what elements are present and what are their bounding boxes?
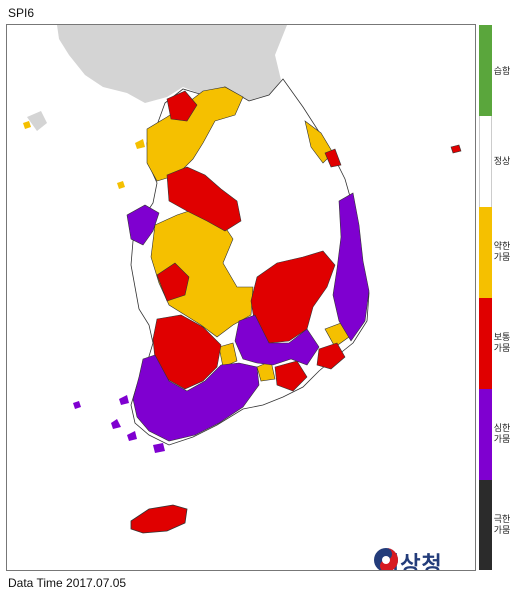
legend-bar bbox=[479, 25, 492, 570]
region-moderate-drought-south bbox=[152, 314, 222, 390]
region-severe-drought-southwest bbox=[132, 354, 260, 442]
legend-swatch-normal bbox=[479, 116, 492, 207]
region-moderate-drought-southwest bbox=[156, 262, 190, 302]
neighbor-land bbox=[57, 25, 287, 103]
region-severe-drought-west bbox=[126, 204, 160, 246]
map-title: SPI6 bbox=[8, 6, 35, 20]
island-yellow-2 bbox=[135, 139, 145, 149]
legend-label-weak: 약한 가뭄 bbox=[493, 241, 511, 262]
region-moderate-drought-north bbox=[166, 90, 198, 122]
island-severe-4 bbox=[153, 443, 165, 453]
legend-swatch-severe bbox=[479, 389, 492, 480]
region-severe-drought-central-south bbox=[234, 314, 320, 366]
drought-map bbox=[23, 25, 462, 534]
legend-label-normal: 정상 bbox=[493, 156, 511, 166]
region-moderate-drought-east-coast bbox=[324, 148, 342, 168]
island-severe-3 bbox=[127, 431, 137, 441]
kma-emblem-icon bbox=[374, 548, 398, 570]
region-severe-drought-east bbox=[332, 192, 370, 342]
legend-label-moderate: 보통 가뭄 bbox=[493, 332, 511, 353]
island-severe-2 bbox=[111, 419, 121, 429]
legend-label-extreme: 극한 가뭄 bbox=[493, 514, 511, 535]
region-moderate-drought-coast bbox=[274, 360, 308, 392]
kma-logo: 기상청 bbox=[373, 547, 443, 570]
region-moderate-drought-northwest bbox=[166, 166, 242, 232]
legend-swatch-moderate bbox=[479, 298, 492, 389]
legend-swatch-wet bbox=[479, 25, 492, 116]
island-severe-1 bbox=[119, 395, 129, 405]
legend-swatch-weak bbox=[479, 207, 492, 298]
legend-swatch-extreme bbox=[479, 480, 492, 570]
island-yellow-1 bbox=[117, 181, 125, 189]
island-jeju bbox=[130, 504, 188, 534]
legend-label-wet: 습함 bbox=[493, 66, 511, 76]
island-yellow-3 bbox=[23, 121, 31, 129]
island-ulleung bbox=[450, 144, 462, 154]
map-frame: 기상청 bbox=[6, 24, 476, 571]
legend-label-severe: 심한 가뭄 bbox=[493, 423, 511, 444]
data-time: Data Time 2017.07.05 bbox=[8, 576, 127, 590]
neighbor-land-peninsula bbox=[27, 111, 47, 131]
region-weak-drought-south bbox=[218, 342, 238, 368]
region-moderate-drought-southeast bbox=[316, 342, 346, 370]
island-severe-5 bbox=[73, 401, 81, 409]
